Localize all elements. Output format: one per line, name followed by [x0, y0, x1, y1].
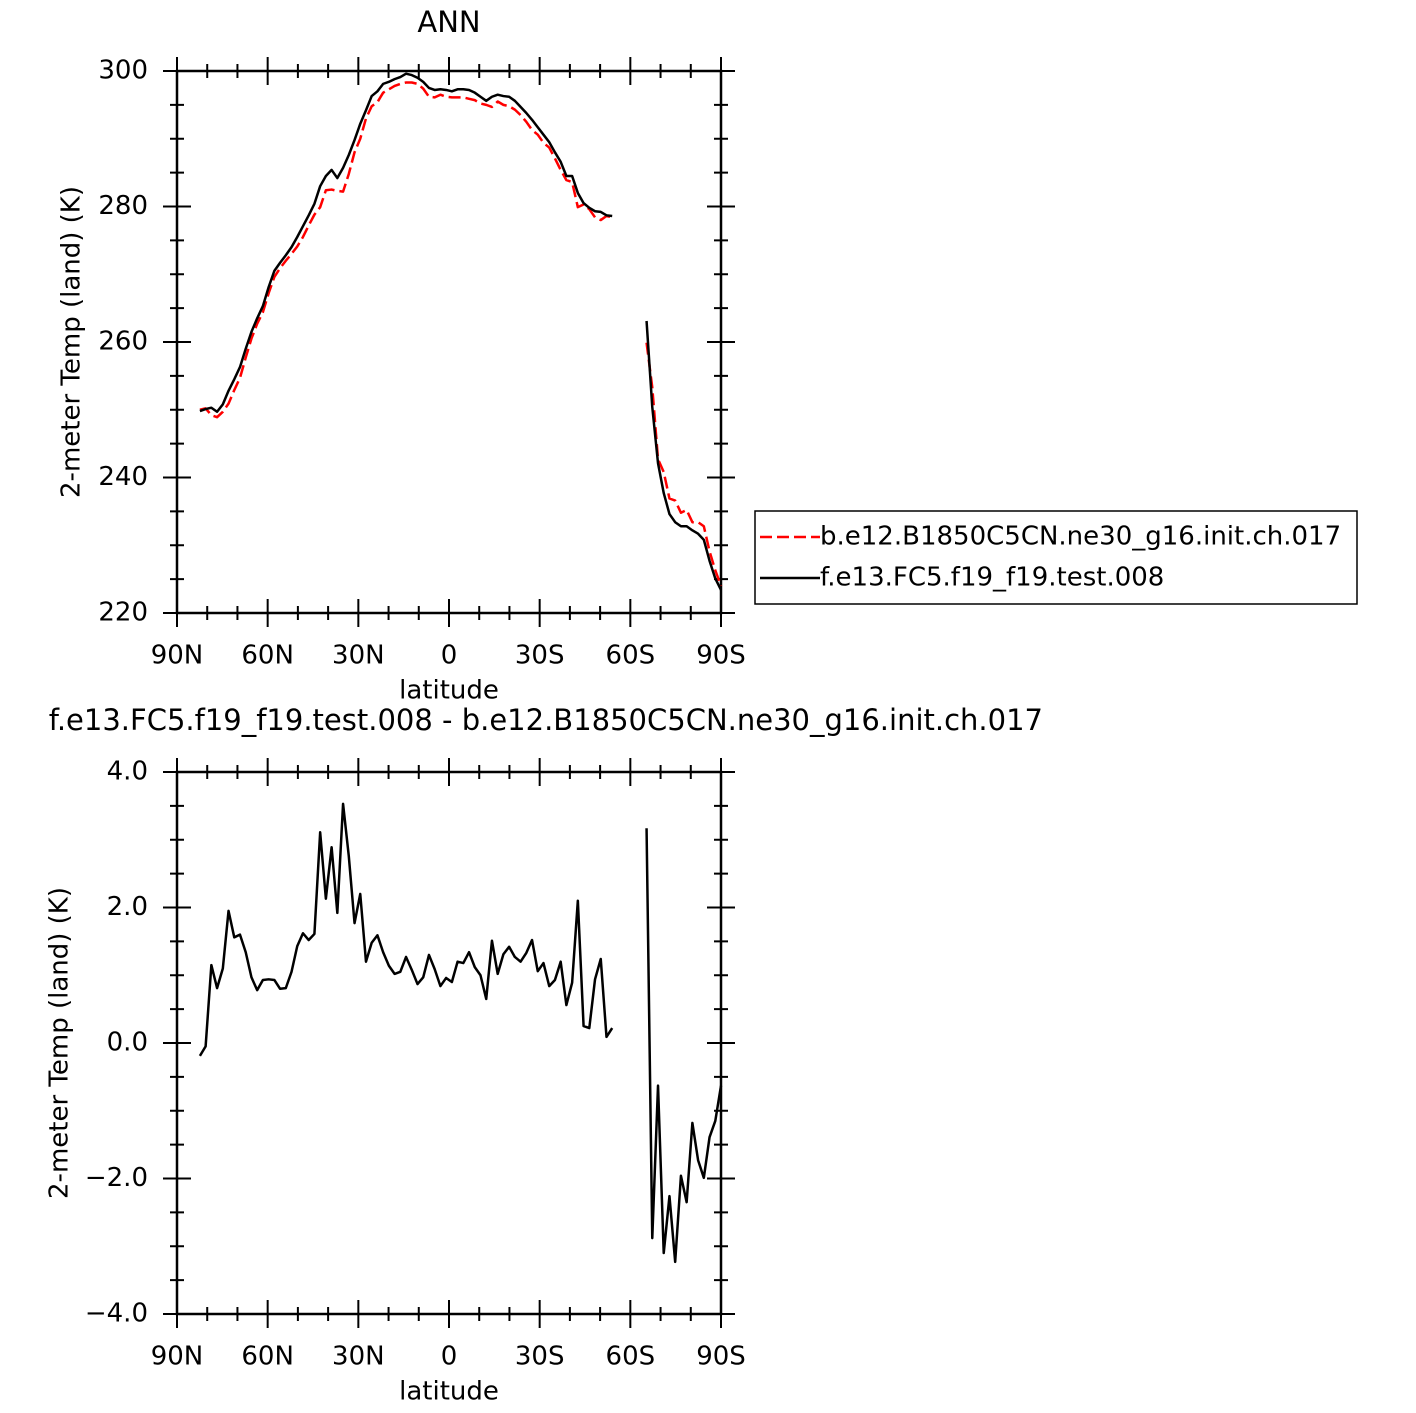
y-tick-label: 4.0 — [107, 757, 148, 787]
y-tick-label: 0.0 — [107, 1028, 148, 1058]
x-tick-label: 30S — [515, 641, 565, 671]
y-tick-label: −2.0 — [85, 1163, 148, 1193]
y-tick-label: 260 — [98, 327, 148, 357]
x-tick-label: 90S — [696, 1342, 746, 1372]
x-tick-label: 90N — [151, 1342, 204, 1372]
data-line — [199, 72, 723, 591]
plot-frame — [175, 69, 723, 615]
y-tick-label: 240 — [98, 462, 148, 492]
x-tick-label: 30N — [332, 641, 385, 671]
y-tick-label: 300 — [98, 56, 148, 86]
legend-label: f.e13.FC5.f19_f19.test.008 — [820, 563, 1164, 593]
data-line — [198, 802, 723, 1264]
chart-title: f.e13.FC5.f19_f19.test.008 - b.e12.B1850… — [49, 703, 1043, 737]
chart-title: ANN — [417, 5, 480, 39]
plot-frame — [175, 770, 723, 1316]
y-tick-label: 220 — [98, 598, 148, 628]
x-tick-label: 60S — [606, 641, 656, 671]
legend-label: b.e12.B1850C5CN.ne30_g16.init.ch.017 — [820, 522, 1341, 552]
x-tick-label: 60N — [241, 1342, 294, 1372]
y-tick-label: 280 — [98, 191, 148, 221]
x-tick-label: 0 — [441, 641, 458, 671]
x-tick-label: 60N — [241, 641, 294, 671]
x-axis-label: latitude — [399, 1377, 499, 1407]
x-tick-label: 90S — [696, 641, 746, 671]
x-tick-label: 60S — [606, 1342, 656, 1372]
data-line — [199, 81, 723, 587]
x-tick-label: 0 — [441, 1342, 458, 1372]
x-tick-label: 30S — [515, 1342, 565, 1372]
x-tick-label: 30N — [332, 1342, 385, 1372]
y-axis-label: 2-meter Temp (land) (K) — [45, 887, 75, 1199]
legend-box — [754, 510, 1358, 605]
x-axis-label: latitude — [399, 676, 499, 706]
y-tick-label: 2.0 — [107, 892, 148, 922]
y-axis-label: 2-meter Temp (land) (K) — [57, 186, 87, 498]
x-tick-label: 90N — [151, 641, 204, 671]
y-tick-label: −4.0 — [85, 1299, 148, 1329]
